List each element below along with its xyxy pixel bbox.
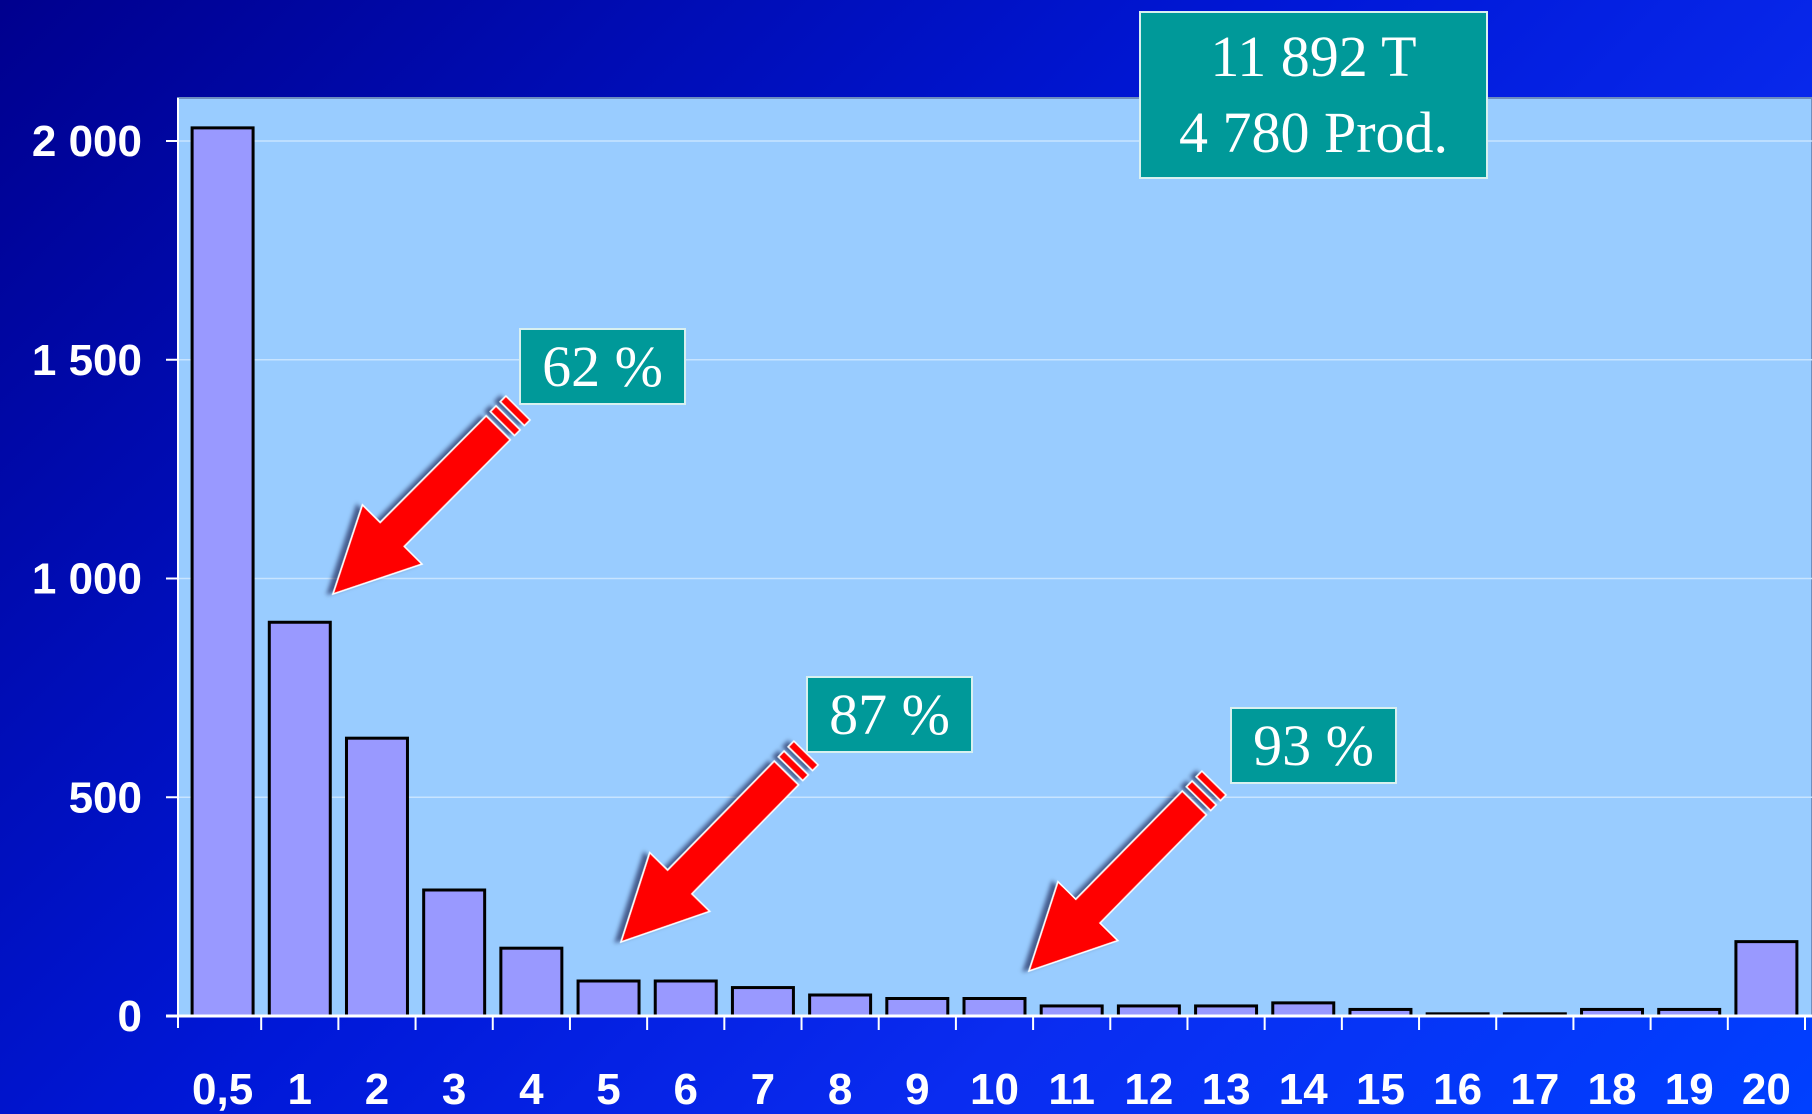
bar-3 — [422, 888, 487, 1018]
x-tick-label: 14 — [1279, 1065, 1328, 1114]
x-tick-label: 18 — [1588, 1065, 1637, 1114]
arrow-body — [1027, 789, 1208, 973]
x-tick-label: 11 — [1048, 1065, 1095, 1114]
bar-9 — [885, 997, 950, 1018]
x-tick-label: 12 — [1124, 1065, 1173, 1114]
x-tick-label: 15 — [1356, 1065, 1405, 1114]
x-tick-label: 6 — [673, 1065, 697, 1114]
summary-line-total: 11 892 T — [1210, 24, 1417, 89]
y-tick-label: 0 — [118, 992, 142, 1041]
bar-2 — [344, 736, 409, 1018]
arrow-stripe — [499, 394, 532, 427]
callout-62-percent: 62 % — [519, 328, 686, 405]
callout-87-percent: 87 % — [806, 676, 973, 753]
x-tick-label: 10 — [970, 1065, 1019, 1114]
callout-93-percent: 93 % — [1230, 707, 1397, 784]
arrow-2 — [619, 740, 820, 944]
x-tick-label: 1 — [288, 1065, 312, 1114]
bar-8 — [808, 993, 873, 1018]
bar-13 — [1194, 1004, 1259, 1018]
summary-line-products: 4 780 Prod. — [1178, 100, 1449, 165]
y-tick-label: 500 — [69, 773, 142, 822]
arrow-stripe — [1195, 770, 1228, 802]
arrow-stripe — [787, 740, 820, 772]
arrow-stripe — [489, 404, 522, 437]
summary-box: 11 892 T 4 780 Prod. — [1139, 11, 1488, 179]
bar-14 — [1271, 1001, 1336, 1018]
bar-12 — [1116, 1004, 1181, 1018]
bar-20 — [1734, 940, 1799, 1018]
x-tick-label: 5 — [596, 1065, 620, 1114]
x-tick-label: 20 — [1742, 1065, 1791, 1114]
arrow-1 — [331, 394, 532, 596]
x-tick-label: 8 — [828, 1065, 852, 1114]
callout-arrows — [331, 394, 1228, 973]
y-tick-label: 1 000 — [32, 555, 142, 604]
arrow-stripe — [777, 750, 810, 782]
x-tick-label: 9 — [905, 1065, 929, 1114]
bar-1 — [267, 620, 332, 1018]
x-tick-label: 17 — [1510, 1065, 1559, 1114]
bar-4 — [499, 946, 564, 1018]
bar-0-5 — [190, 126, 255, 1018]
grid-lines — [178, 140, 1812, 798]
y-tick-label: 1 500 — [32, 336, 142, 385]
x-tick-label: 4 — [519, 1065, 544, 1114]
plot-area — [177, 97, 1812, 1017]
x-tick-label: 3 — [442, 1065, 466, 1114]
x-tick-label: 19 — [1665, 1065, 1714, 1114]
arrow-3 — [1027, 770, 1228, 973]
x-tick-label: 16 — [1433, 1065, 1482, 1114]
bar-10 — [962, 997, 1027, 1018]
x-tick-label: 2 — [365, 1065, 389, 1114]
bar-7 — [730, 986, 795, 1018]
x-tick-label: 13 — [1202, 1065, 1251, 1114]
arrow-stripe — [1185, 779, 1218, 812]
arrow-body — [619, 760, 800, 944]
bar-6 — [653, 979, 718, 1018]
bar-11 — [1039, 1004, 1104, 1018]
x-tick-label: 0,5 — [192, 1065, 253, 1114]
y-tick-label: 2 000 — [32, 117, 142, 166]
arrow-body — [331, 414, 512, 596]
bar-5 — [576, 979, 641, 1018]
x-tick-label: 7 — [751, 1065, 775, 1114]
